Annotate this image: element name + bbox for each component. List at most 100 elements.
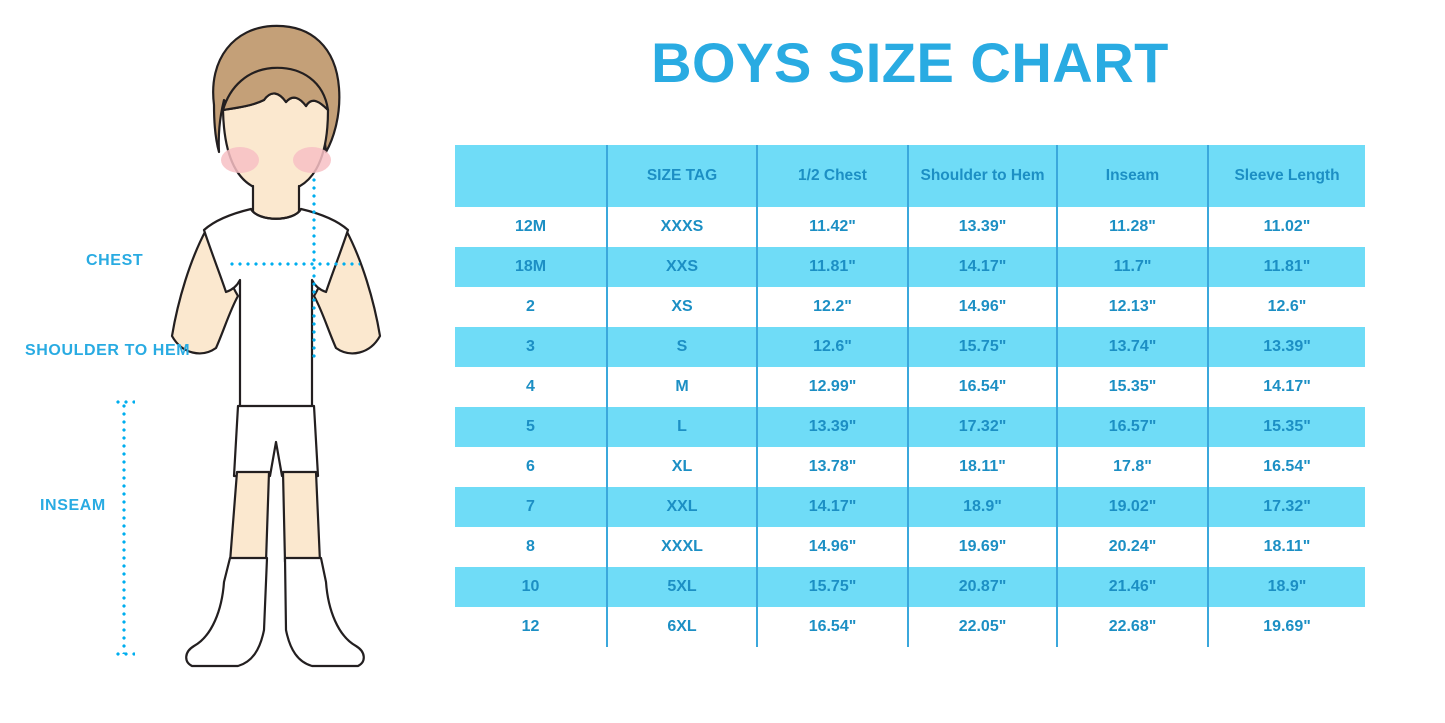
column-header-shoulder-to-hem: Shoulder to Hem — [907, 145, 1057, 207]
sock-shoe-right — [283, 556, 365, 668]
cell-half-chest: 15.75" — [756, 567, 908, 607]
table-row: 2 XS 12.2" 14.96" 12.13" 12.6" — [455, 287, 1365, 327]
cell-inseam: 22.68" — [1056, 607, 1208, 647]
cell-age: 8 — [455, 527, 607, 567]
table-row: 12M XXXS 11.42" 13.39" 11.28" 11.02" — [455, 207, 1365, 247]
cell-sleeve-length: 13.39" — [1207, 327, 1365, 367]
cell-shoulder-to-hem: 18.9" — [907, 487, 1057, 527]
cell-sleeve-length: 12.6" — [1207, 287, 1365, 327]
inseam-guide-cap-bottom — [114, 652, 135, 656]
cell-age: 2 — [455, 287, 607, 327]
cell-sleeve-length: 17.32" — [1207, 487, 1365, 527]
cell-age: 5 — [455, 407, 607, 447]
cell-sleeve-length: 19.69" — [1207, 607, 1365, 647]
cell-sleeve-length: 11.02" — [1207, 207, 1365, 247]
cell-size-tag: XXXL — [606, 527, 757, 567]
cell-half-chest: 11.81" — [756, 247, 908, 287]
cell-age: 12M — [455, 207, 607, 247]
table-row: 6 XL 13.78" 18.11" 17.8" 16.54" — [455, 447, 1365, 487]
cell-inseam: 13.74" — [1056, 327, 1208, 367]
cell-age: 4 — [455, 367, 607, 407]
cell-half-chest: 13.78" — [756, 447, 908, 487]
cell-shoulder-to-hem: 14.17" — [907, 247, 1057, 287]
cell-size-tag: XS — [606, 287, 757, 327]
cell-shoulder-to-hem: 18.11" — [907, 447, 1057, 487]
table-header-row: SIZE TAG 1/2 Chest Shoulder to Hem Insea… — [455, 145, 1365, 207]
table-body: 12M XXXS 11.42" 13.39" 11.28" 11.02" 18M XXS 11.… — [455, 207, 1365, 647]
cell-inseam: 15.35" — [1056, 367, 1208, 407]
thigh-left — [228, 470, 271, 564]
cell-age: 18M — [455, 247, 607, 287]
cell-shoulder-to-hem: 14.96" — [907, 287, 1057, 327]
cell-shoulder-to-hem: 19.69" — [907, 527, 1057, 567]
shorts — [232, 404, 320, 478]
cell-inseam: 21.46" — [1056, 567, 1208, 607]
inseam-guide-cap-top — [114, 400, 135, 404]
cell-size-tag: S — [606, 327, 757, 367]
sock-shoe-left — [185, 556, 269, 668]
cell-age: 12 — [455, 607, 607, 647]
hair-fringe — [221, 66, 330, 112]
cell-size-tag: 6XL — [606, 607, 757, 647]
cell-inseam: 16.57" — [1056, 407, 1208, 447]
chest-guide-line — [228, 262, 360, 266]
cell-inseam: 11.7" — [1056, 247, 1208, 287]
cell-inseam: 19.02" — [1056, 487, 1208, 527]
shoulder-to-hem-guide-line — [312, 176, 316, 362]
cell-shoulder-to-hem: 17.32" — [907, 407, 1057, 447]
cell-half-chest: 12.99" — [756, 367, 908, 407]
column-header-age — [455, 145, 607, 207]
cell-half-chest: 14.96" — [756, 527, 908, 567]
cell-sleeve-length: 18.9" — [1207, 567, 1365, 607]
cell-half-chest: 11.42" — [756, 207, 908, 247]
table-row: 18M XXS 11.81" 14.17" 11.7" 11.81" — [455, 247, 1365, 287]
cell-size-tag: XXL — [606, 487, 757, 527]
cell-half-chest: 13.39" — [756, 407, 908, 447]
table-row: 4 M 12.99" 16.54" 15.35" 14.17" — [455, 367, 1365, 407]
illustration-panel: CHEST SHOULDER TO HEM INSEAM — [0, 0, 455, 723]
table-row: 8 XXXL 14.96" 19.69" 20.24" 18.11" — [455, 527, 1365, 567]
cell-shoulder-to-hem: 20.87" — [907, 567, 1057, 607]
size-chart-table: SIZE TAG 1/2 Chest Shoulder to Hem Insea… — [455, 145, 1365, 647]
cell-size-tag: L — [606, 407, 757, 447]
thigh-right — [281, 470, 322, 564]
inseam-label: INSEAM — [40, 497, 106, 514]
cell-sleeve-length: 16.54" — [1207, 447, 1365, 487]
cell-half-chest: 12.2" — [756, 287, 908, 327]
cell-sleeve-length: 15.35" — [1207, 407, 1365, 447]
cell-size-tag: XL — [606, 447, 757, 487]
cell-size-tag: M — [606, 367, 757, 407]
cell-size-tag: XXXS — [606, 207, 757, 247]
cell-half-chest: 12.6" — [756, 327, 908, 367]
cell-size-tag: XXS — [606, 247, 757, 287]
cell-age: 7 — [455, 487, 607, 527]
cell-sleeve-length: 11.81" — [1207, 247, 1365, 287]
cell-shoulder-to-hem: 15.75" — [907, 327, 1057, 367]
column-header-size-tag: SIZE TAG — [606, 145, 757, 207]
cell-shoulder-to-hem: 22.05" — [907, 607, 1057, 647]
column-header-half-chest: 1/2 Chest — [756, 145, 908, 207]
table-row: 3 S 12.6" 15.75" 13.74" 13.39" — [455, 327, 1365, 367]
cell-age: 3 — [455, 327, 607, 367]
cell-inseam: 20.24" — [1056, 527, 1208, 567]
cell-inseam: 11.28" — [1056, 207, 1208, 247]
cell-half-chest: 14.17" — [756, 487, 908, 527]
chest-label: CHEST — [86, 252, 144, 269]
tshirt-collar — [249, 207, 303, 220]
cell-inseam: 12.13" — [1056, 287, 1208, 327]
boy-figure-illustration — [170, 24, 382, 668]
cell-shoulder-to-hem: 13.39" — [907, 207, 1057, 247]
cell-sleeve-length: 18.11" — [1207, 527, 1365, 567]
cell-age: 10 — [455, 567, 607, 607]
table-row: 12 6XL 16.54" 22.05" 22.68" 19.69" — [455, 607, 1365, 647]
cell-shoulder-to-hem: 16.54" — [907, 367, 1057, 407]
table-row: 5 L 13.39" 17.32" 16.57" 15.35" — [455, 407, 1365, 447]
table-row: 7 XXL 14.17" 18.9" 19.02" 17.32" — [455, 487, 1365, 527]
inseam-guide-line — [122, 402, 126, 654]
table-row: 10 5XL 15.75" 20.87" 21.46" 18.9" — [455, 567, 1365, 607]
cell-sleeve-length: 14.17" — [1207, 367, 1365, 407]
column-header-inseam: Inseam — [1056, 145, 1208, 207]
page-title: BOYS SIZE CHART — [651, 31, 1169, 94]
cell-inseam: 17.8" — [1056, 447, 1208, 487]
